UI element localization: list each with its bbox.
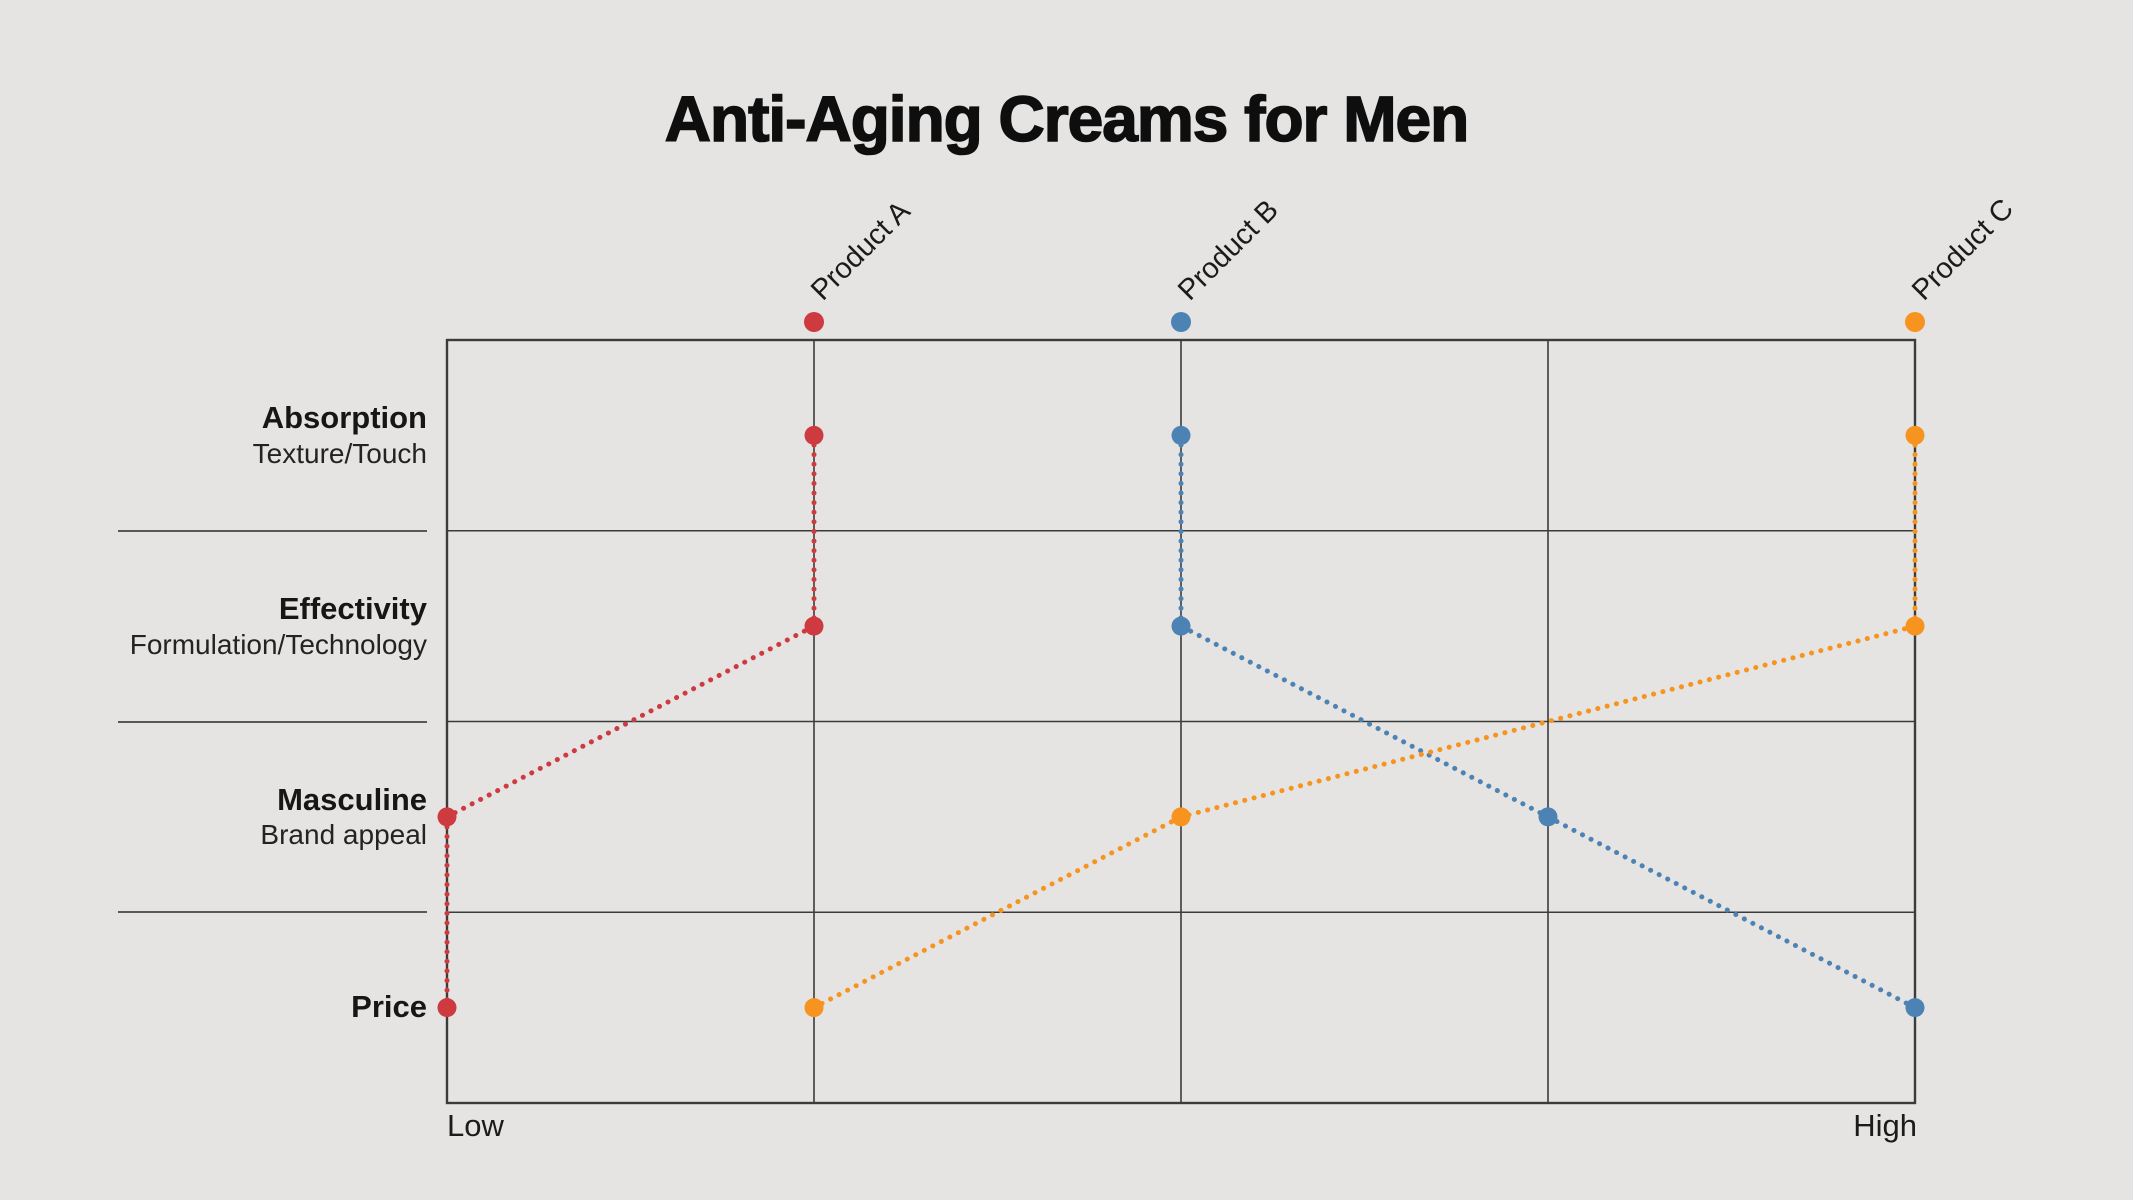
series-line-product-c [811,432,1918,1011]
series-line-product-a [444,432,817,1011]
x-axis-low-label: Low [447,1108,504,1143]
data-point-product-b-masculine [1538,807,1558,827]
data-point-product-a-absorption [804,425,824,445]
row-label-main: Masculine [277,781,427,817]
row-separator [118,720,427,723]
data-point-product-a-price [437,998,457,1018]
legend-dot-product-c [1905,312,1925,332]
data-point-product-c-absorption [1905,425,1925,445]
row-label-main: Price [351,989,427,1025]
data-point-product-c-effectivity [1905,616,1925,636]
data-point-product-b-absorption [1171,425,1191,445]
row-label-sub: Formulation/Technology [129,628,427,660]
data-point-product-c-price [804,998,824,1018]
legend-dot-product-a [804,312,824,332]
chart-title: Anti-Aging Creams for Men [664,83,1470,155]
series-line-product-b [1178,432,1918,1011]
row-label-absorption: Absorption Texture/Touch [7,399,427,471]
row-label-sub: Brand appeal [260,819,427,851]
row-label-main: Effectivity [278,591,427,627]
x-axis-high-label: High [1853,1108,1917,1143]
data-point-product-a-effectivity [804,616,824,636]
data-point-product-b-price [1905,998,1925,1018]
data-point-product-c-masculine [1171,807,1191,827]
legend-dot-product-b [1171,312,1191,332]
row-separator [118,911,427,914]
row-label-effectivity: Effectivity Formulation/Technology [7,590,427,662]
data-point-product-b-effectivity [1171,616,1191,636]
data-point-product-a-masculine [437,807,457,827]
row-label-masculine: Masculine Brand appeal [7,781,427,853]
row-separator [118,529,427,532]
row-label-main: Absorption [261,400,427,436]
chart-frame [445,338,1917,1105]
row-label-sub: Texture/Touch [252,437,427,469]
row-label-price: Price [7,972,427,1044]
